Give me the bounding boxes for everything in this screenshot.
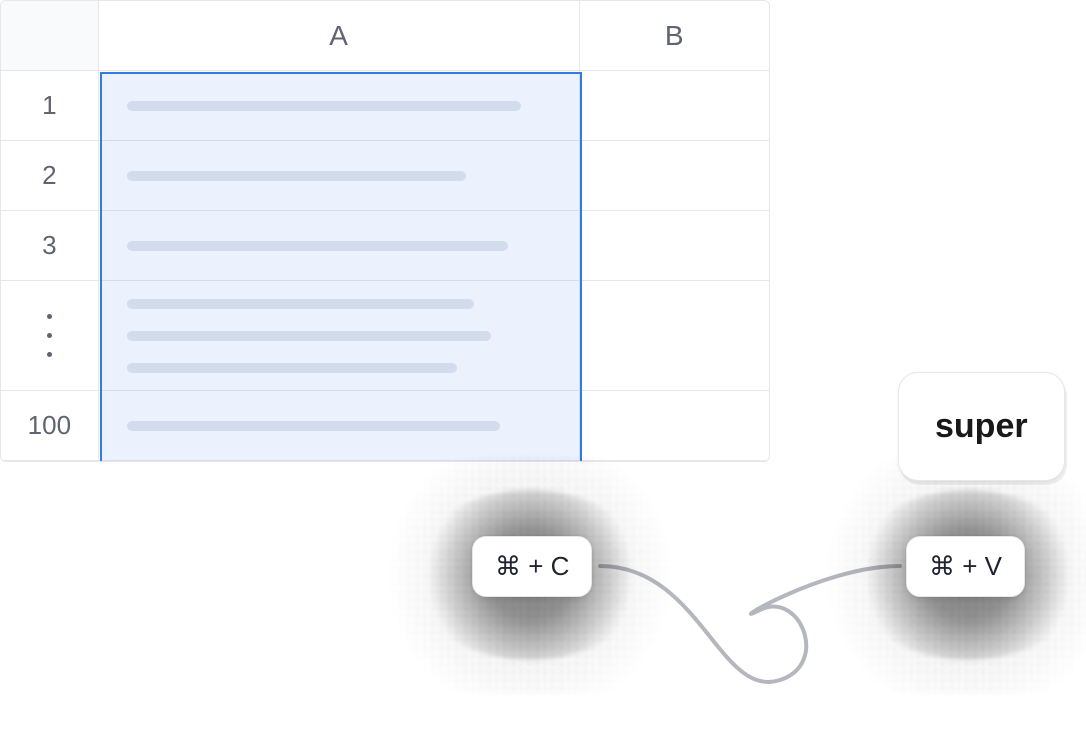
corner-cell[interactable] [1, 1, 99, 70]
placeholder-line [127, 101, 521, 111]
row-header-dots [1, 281, 99, 390]
placeholder-line [127, 299, 475, 309]
column-header-row: A B [1, 1, 769, 71]
placeholder-line [127, 171, 466, 181]
copy-shortcut-pill: ⌘ + C [472, 536, 592, 597]
spreadsheet: A B 1 2 3 [0, 0, 770, 462]
paste-shortcut-pill: ⌘ + V [906, 536, 1025, 597]
placeholder-line [127, 241, 508, 251]
cell-a100[interactable] [99, 391, 580, 460]
row-header[interactable]: 100 [1, 391, 99, 460]
cell-a3[interactable] [99, 211, 580, 280]
cell-a1[interactable] [99, 71, 580, 140]
row-ellipsis [1, 281, 769, 391]
column-header-a[interactable]: A [99, 1, 580, 70]
row-header[interactable]: 2 [1, 141, 99, 210]
row-3: 3 [1, 211, 769, 281]
placeholder-line [127, 331, 491, 341]
cell-b2[interactable] [580, 141, 769, 210]
row-1: 1 [1, 71, 769, 141]
cell-a-ellipsis [99, 281, 580, 390]
cell-a2[interactable] [99, 141, 580, 210]
row-header[interactable]: 1 [1, 71, 99, 140]
placeholder-line [127, 421, 500, 431]
column-header-b[interactable]: B [580, 1, 770, 70]
cell-b1[interactable] [580, 71, 769, 140]
cell-b3[interactable] [580, 211, 769, 280]
row-2: 2 [1, 141, 769, 211]
row-100: 100 [1, 391, 769, 461]
placeholder-line [127, 363, 458, 373]
row-header[interactable]: 3 [1, 211, 99, 280]
cell-b100[interactable] [580, 391, 769, 460]
cell-b-ellipsis [580, 281, 769, 390]
destination-card[interactable]: super [898, 372, 1065, 481]
